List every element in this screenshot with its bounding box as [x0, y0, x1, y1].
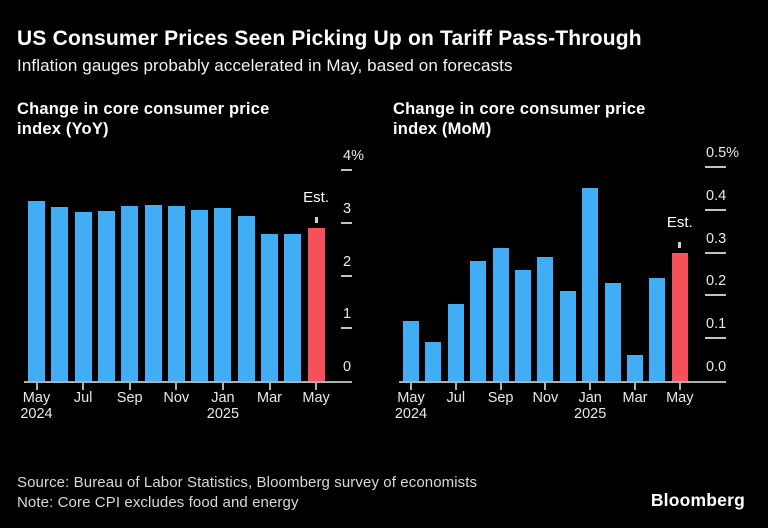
main-title: US Consumer Prices Seen Picking Up on Ta… [17, 27, 642, 50]
y-axis-label: 0.1 [706, 316, 727, 333]
bar-jul-2024 [74, 212, 92, 381]
estimate-tick [314, 217, 318, 224]
x-axis-tick [128, 382, 131, 390]
bar-apr-2025 [284, 234, 302, 381]
x-axis-label: May [302, 390, 330, 406]
bar-may-2024 [403, 321, 419, 381]
estimate-tick [678, 241, 682, 248]
x-axis-baseline [24, 381, 352, 383]
bar-jul-2024 [447, 303, 464, 381]
x-axis-year-label: 2025 [574, 406, 607, 422]
bar-dec-2024 [191, 209, 209, 381]
x-axis-tick [35, 382, 38, 390]
estimate-label: Est. [666, 213, 693, 231]
chart-title-line: index (YoY) [17, 120, 109, 138]
bar-jun-2024 [51, 206, 69, 381]
y-axis-tick [705, 337, 726, 340]
bar-nov-2024 [537, 256, 554, 381]
bar-sep-2024 [121, 206, 139, 381]
x-axis-tick [454, 382, 457, 390]
x-axis-label: Jul [446, 390, 466, 406]
x-axis-label: Mar [257, 390, 282, 406]
x-axis-label: May [666, 390, 694, 406]
y-axis-label: 1 [343, 306, 352, 323]
bar-mar-2025 [261, 233, 278, 381]
x-axis-tick [589, 382, 592, 390]
bar-oct-2024 [515, 269, 531, 381]
y-axis-tick [705, 294, 726, 297]
bar-aug-2024 [97, 211, 115, 381]
x-axis-label: Nov [532, 390, 559, 406]
x-axis-baseline [399, 381, 726, 383]
bar-feb-2025 [237, 216, 255, 381]
x-axis-tick [221, 382, 224, 390]
y-axis-label: 0.2 [706, 273, 727, 290]
x-axis-label: May [397, 390, 425, 406]
chart-title-line: index (MoM) [393, 120, 492, 138]
x-axis-tick [634, 382, 636, 390]
x-axis-label: Jul [73, 390, 93, 406]
subtitle: Inflation gauges probably accelerated in… [17, 56, 513, 75]
y-axis-tick [341, 327, 352, 330]
x-axis-label: Mar [622, 390, 648, 406]
x-axis-tick [82, 382, 85, 390]
bar-apr-2025 [649, 278, 666, 381]
y-axis-label: 0.3 [706, 230, 727, 247]
bar-may-2025 [671, 252, 688, 381]
y-axis-label: 2 [343, 253, 352, 270]
x-axis-tick [544, 382, 547, 390]
x-axis-label: Nov [163, 390, 190, 406]
x-axis-tick [410, 382, 412, 390]
bar-feb-2025 [604, 282, 621, 381]
bar-nov-2024 [167, 206, 185, 381]
bar-mar-2025 [627, 355, 643, 381]
bar-may-2025 [307, 228, 325, 381]
y-axis-label: 0.0 [706, 359, 727, 375]
x-axis-label: Jan [211, 390, 235, 406]
y-axis-tick [341, 274, 352, 277]
y-axis-tick [341, 169, 352, 171]
y-axis-label: 0.4 [706, 187, 727, 204]
x-axis-tick [499, 382, 502, 390]
x-axis-label: May [22, 390, 51, 406]
bloomberg-logo: Bloomberg [650, 490, 745, 510]
x-axis-label: Sep [116, 390, 143, 406]
x-axis-tick [315, 382, 318, 390]
x-axis-tick [268, 382, 271, 390]
x-axis-year-label: 2025 [206, 406, 240, 422]
chart-title-line: Change in core consumer price [17, 100, 270, 118]
bar-oct-2024 [144, 205, 162, 381]
y-axis-tick [705, 251, 726, 254]
x-axis-year-label: 2024 [20, 406, 53, 422]
y-axis-tick [705, 208, 726, 211]
bar-jan-2025 [582, 188, 599, 381]
y-axis-label: 4% [343, 148, 364, 164]
note-text: Note: Core CPI excludes food and energy [17, 494, 299, 511]
bar-jun-2024 [425, 342, 442, 381]
x-axis-label: Jan [578, 390, 602, 406]
bar-dec-2024 [559, 291, 576, 381]
bar-may-2024 [28, 200, 45, 381]
y-axis-label: 0 [343, 359, 352, 375]
x-axis-tick [175, 382, 178, 390]
y-axis-tick [705, 166, 726, 168]
x-axis-label: Sep [487, 390, 514, 406]
x-axis-tick [678, 382, 681, 390]
estimate-label: Est. [303, 189, 330, 207]
bar-sep-2024 [492, 248, 509, 381]
source-text: Source: Bureau of Labor Statistics, Bloo… [17, 474, 478, 491]
chart-title-line: Change in core consumer price [393, 100, 646, 118]
y-axis-label: 3 [343, 200, 352, 217]
y-axis-tick [341, 221, 352, 224]
x-axis-year-label: 2024 [394, 406, 428, 422]
bar-aug-2024 [470, 261, 487, 381]
bar-jan-2025 [214, 207, 232, 381]
y-axis-label: 0.5% [706, 145, 740, 161]
